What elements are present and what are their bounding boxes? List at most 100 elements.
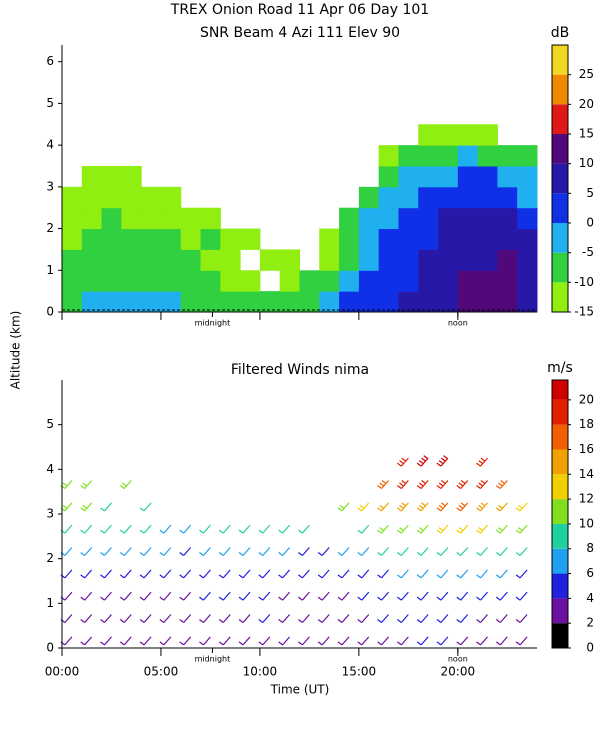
- snr-cell: [279, 291, 300, 313]
- wind-barb: [396, 547, 409, 556]
- wind-barb: [298, 524, 310, 534]
- wind-barb: [337, 636, 350, 646]
- snr-cell: [220, 249, 241, 271]
- wind-barb: [60, 614, 73, 623]
- snr-cell: [101, 186, 122, 209]
- snr-cell: [497, 249, 518, 271]
- wind-barb: [495, 524, 508, 534]
- colorbar-bin: [552, 598, 568, 624]
- snr-cell: [220, 228, 241, 250]
- snr-cell: [121, 270, 142, 292]
- snr-cell: [299, 291, 320, 313]
- wind-barb: [139, 614, 152, 623]
- snr-cell: [81, 228, 103, 250]
- snr-cell: [378, 249, 399, 271]
- snr-cell: [497, 207, 518, 230]
- wind-barb: [377, 591, 390, 601]
- wind-barb: [258, 547, 271, 556]
- wind-barb: [100, 591, 112, 601]
- wind-barb: [278, 614, 291, 623]
- wind-barb: [238, 569, 251, 579]
- wind-barb: [515, 636, 528, 646]
- colorbar-bin: [552, 163, 568, 194]
- wind-barb: [495, 569, 508, 579]
- wind-barb: [60, 636, 73, 646]
- wind-barb: [218, 636, 231, 646]
- wind-barb: [515, 524, 528, 534]
- wind-barb: [100, 547, 112, 556]
- snr-cell: [358, 249, 380, 271]
- wind-barb: [515, 502, 528, 512]
- wind-barb: [396, 480, 409, 489]
- colorbar-bin: [552, 523, 568, 549]
- chart-title: TREX Onion Road 11 Apr 06 Day 101: [170, 2, 429, 18]
- snr-cell: [358, 186, 380, 209]
- colorbar-tick-label: 12: [579, 492, 594, 506]
- wind-barb: [416, 636, 429, 646]
- wind-barb: [357, 502, 370, 512]
- wind-barb: [416, 524, 429, 534]
- wind-barb: [436, 569, 449, 579]
- wind-barb: [377, 636, 390, 646]
- colorbar-tick-label: 0: [586, 216, 594, 230]
- wind-barb: [139, 591, 152, 601]
- wind-barb: [436, 480, 449, 489]
- wind-barb: [199, 591, 211, 601]
- snr-cell: [398, 207, 419, 230]
- snr-cell: [101, 291, 122, 313]
- snr-cell: [398, 228, 419, 250]
- wind-barb: [396, 502, 409, 512]
- colorbar-bin: [552, 45, 568, 75]
- wind-barb: [515, 547, 528, 556]
- colorbar-tick-label: 10: [579, 516, 594, 530]
- snr-cell: [279, 270, 300, 292]
- colorbar-bin: [552, 623, 568, 648]
- colorbar-bin: [552, 193, 568, 223]
- wind-barb: [80, 636, 93, 646]
- colorbar-tick-label: -5: [582, 245, 594, 259]
- wind-barb: [416, 502, 429, 512]
- wind-barb: [377, 524, 390, 534]
- y-axis-label: Altitude (km): [9, 311, 23, 390]
- wind-barb: [436, 502, 449, 512]
- wind-barb: [436, 547, 449, 556]
- snr-cell: [477, 124, 498, 146]
- snr-cell: [438, 165, 459, 188]
- snr-cell: [160, 291, 182, 313]
- wind-barb: [337, 569, 350, 579]
- snr-cell: [259, 249, 281, 271]
- wind-barb: [139, 569, 152, 579]
- colorbar-bin: [552, 548, 568, 574]
- x-tick-label: 15:00: [342, 665, 377, 679]
- snr-cell: [457, 165, 479, 188]
- snr-cell: [101, 249, 122, 271]
- y-tick-label: 2: [46, 551, 54, 565]
- wind-barb: [377, 547, 390, 556]
- wind-barb: [337, 547, 350, 556]
- wind-barb: [456, 480, 469, 489]
- wind-barb: [139, 502, 152, 512]
- snr-cell: [378, 165, 399, 188]
- wind-barb: [119, 524, 132, 534]
- snr-cell: [180, 249, 202, 271]
- wind-barb: [495, 636, 508, 646]
- wind-barb: [456, 524, 469, 534]
- wind-barb: [80, 591, 93, 601]
- wind-barb: [159, 524, 172, 534]
- annotation: midnight: [195, 655, 231, 664]
- colorbar-bin: [552, 573, 568, 599]
- snr-cell: [121, 186, 142, 209]
- colorbar-bin: [552, 134, 568, 164]
- wind-barb: [119, 636, 132, 646]
- colorbar-tick-label: 4: [586, 591, 594, 605]
- wind-barb: [337, 502, 350, 512]
- wind-barb: [416, 614, 429, 623]
- wind-barb: [159, 569, 172, 579]
- wind-barb: [179, 524, 192, 534]
- snr-cell: [339, 291, 360, 313]
- snr-cell: [62, 228, 83, 250]
- snr-cell: [279, 249, 300, 271]
- snr-cell: [101, 165, 122, 188]
- snr-cell: [477, 165, 498, 188]
- y-tick-label: 5: [46, 417, 54, 431]
